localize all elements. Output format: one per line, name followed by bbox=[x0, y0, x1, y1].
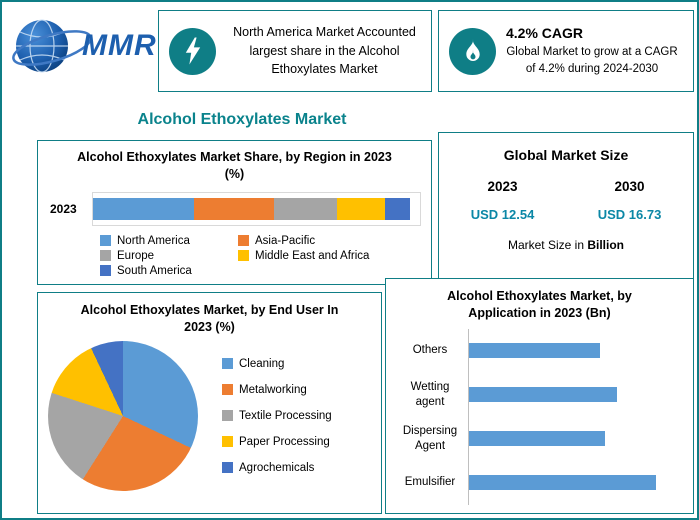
cagr-text-block: 4.2% CAGR Global Market to grow at a CAG… bbox=[506, 25, 678, 77]
application-bar bbox=[469, 431, 605, 447]
enduser-legend: Cleaning Metalworking Textile Processing Pa… bbox=[222, 358, 332, 474]
region-chart-panel: Alcohol Ethoxylates Market Share, by Reg… bbox=[37, 140, 432, 285]
region-legend: North America Asia-Pacific Europe Middle Ea… bbox=[48, 235, 421, 277]
enduser-legend-item-agrochemicals: Agrochemicals bbox=[222, 462, 332, 474]
mmr-logo: MMR bbox=[8, 10, 157, 82]
application-bar-label: Others bbox=[412, 344, 448, 357]
legend-label: Paper Processing bbox=[239, 435, 330, 448]
legend-swatch-icon bbox=[222, 384, 233, 396]
market-size-note-plain: Market Size in bbox=[507, 238, 584, 252]
highlight-text: North America Market Accounted largest s… bbox=[233, 24, 416, 77]
market-value-end: USD 16.73 bbox=[597, 207, 662, 222]
legend-swatch-icon bbox=[100, 250, 111, 262]
region-bar-segment-middle-east-and-africa bbox=[337, 197, 385, 220]
market-values-row: USD 12.54 USD 16.73 bbox=[439, 207, 693, 222]
legend-label: Agrochemicals bbox=[239, 461, 315, 474]
application-bar-row-dispersing-agent: Dispersing Agent bbox=[398, 416, 681, 461]
market-size-note-unit: Billion bbox=[587, 238, 625, 252]
legend-swatch-icon bbox=[100, 265, 111, 277]
region-bar-segment-south-america bbox=[384, 197, 410, 220]
application-bar-row-others: Others bbox=[398, 328, 681, 373]
application-bar-row-emulsifier: Emulsifier bbox=[398, 460, 681, 505]
enduser-legend-item-paper-processing: Paper Processing bbox=[222, 436, 332, 448]
legend-label: South America bbox=[117, 264, 192, 277]
legend-label: North America bbox=[117, 234, 190, 247]
market-years-row: 2023 2030 bbox=[439, 179, 693, 194]
highlight-card: North America Market Accounted largest s… bbox=[158, 10, 432, 92]
cagr-title: 4.2% CAGR bbox=[506, 24, 584, 41]
application-bar-track bbox=[468, 372, 681, 417]
enduser-chart-panel: Alcohol Ethoxylates Market, by End User … bbox=[37, 292, 382, 514]
region-bar-segment-north-america bbox=[93, 197, 195, 220]
enduser-pie bbox=[48, 340, 198, 491]
mmr-logo-text: MMR bbox=[82, 29, 157, 62]
region-legend-item-europe: Europe bbox=[100, 250, 238, 262]
market-size-title: Global Market Size bbox=[503, 147, 629, 163]
legend-label: Cleaning bbox=[239, 357, 285, 370]
application-bar bbox=[469, 343, 601, 359]
enduser-chart-title: Alcohol Ethoxylates Market, by End User … bbox=[80, 303, 339, 334]
application-bar-label: Dispersing Agent bbox=[402, 424, 458, 452]
page-title: Alcohol Ethoxylates Market bbox=[137, 111, 347, 128]
region-legend-item-north-america: North America bbox=[100, 235, 238, 247]
application-bar-track bbox=[468, 416, 681, 461]
application-bar bbox=[469, 387, 618, 403]
region-bar-segment-asia-pacific bbox=[194, 197, 274, 220]
legend-swatch-icon bbox=[100, 235, 111, 247]
application-bar bbox=[469, 475, 656, 491]
application-chart-panel: Alcohol Ethoxylates Market, by Applicati… bbox=[385, 278, 694, 514]
legend-label: Metalworking bbox=[239, 383, 307, 396]
flame-icon bbox=[449, 27, 496, 75]
enduser-legend-item-cleaning: Cleaning bbox=[222, 358, 332, 370]
market-value-start: USD 12.54 bbox=[470, 207, 535, 222]
legend-label: Asia-Pacific bbox=[255, 234, 316, 247]
application-bar-track bbox=[468, 328, 681, 373]
enduser-legend-item-textile-processing: Textile Processing bbox=[222, 410, 332, 422]
legend-swatch-icon bbox=[238, 235, 249, 247]
application-bar-label: Emulsifier bbox=[404, 476, 456, 489]
market-year-end: 2030 bbox=[614, 179, 645, 194]
legend-swatch-icon bbox=[222, 436, 233, 448]
cagr-description: Global Market to grow at a CAGR of 4.2% … bbox=[506, 45, 678, 75]
legend-label: Europe bbox=[117, 249, 155, 262]
enduser-legend-item-metalworking: Metalworking bbox=[222, 384, 332, 396]
enduser-pie-row: Cleaning Metalworking Textile Processing Pa… bbox=[38, 340, 381, 491]
region-legend-item-asia-pacific: Asia-Pacific bbox=[238, 235, 421, 247]
market-year-start: 2023 bbox=[487, 179, 518, 194]
region-category-label: 2023 bbox=[50, 201, 77, 216]
legend-label: Middle East and Africa bbox=[255, 249, 370, 262]
legend-swatch-icon bbox=[222, 358, 233, 370]
application-chart-title: Alcohol Ethoxylates Market, by Applicati… bbox=[447, 289, 632, 320]
legend-swatch-icon bbox=[238, 250, 249, 262]
application-bar-row-wetting-agent: Wetting agent bbox=[398, 372, 681, 417]
application-bars: Others Wetting agent Dispersing Agent Emuls… bbox=[398, 328, 681, 505]
region-legend-item-south-america: South America bbox=[100, 265, 238, 277]
region-legend-item-middle-east-and-africa: Middle East and Africa bbox=[238, 250, 421, 262]
market-size-note: Market Size in Billion bbox=[439, 238, 693, 252]
region-plot: 2023 bbox=[48, 191, 421, 226]
application-bar-label: Wetting agent bbox=[410, 380, 450, 408]
legend-label: Textile Processing bbox=[239, 409, 332, 422]
region-stacked-bar bbox=[93, 197, 410, 220]
market-size-panel: Global Market Size 2023 2030 USD 12.54 U… bbox=[438, 132, 694, 285]
globe-icon bbox=[12, 19, 92, 73]
legend-swatch-icon bbox=[222, 410, 233, 422]
region-bar-segment-europe bbox=[273, 197, 338, 220]
lightning-icon bbox=[169, 27, 216, 75]
application-bar-track bbox=[468, 460, 681, 505]
region-chart-title: Alcohol Ethoxylates Market Share, by Reg… bbox=[77, 150, 392, 181]
region-plot-frame bbox=[92, 191, 421, 226]
cagr-card: 4.2% CAGR Global Market to grow at a CAG… bbox=[438, 10, 694, 92]
legend-swatch-icon bbox=[222, 462, 233, 474]
